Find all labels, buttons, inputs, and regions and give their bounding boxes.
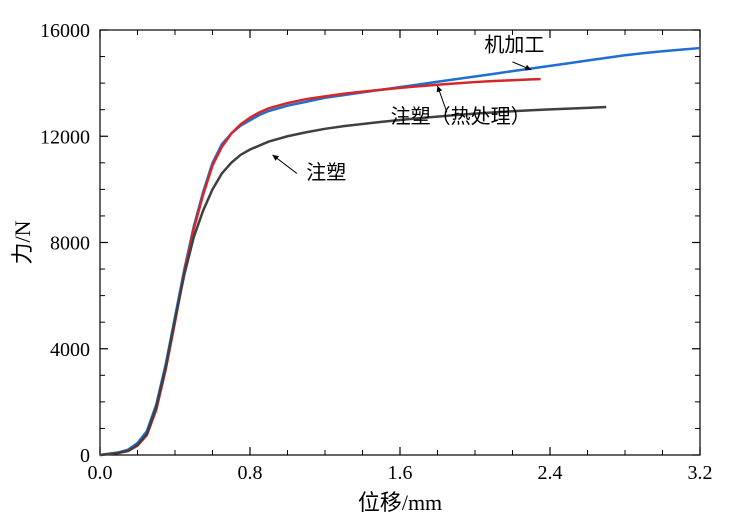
chart-svg: 0.0 0.8 1.6 2.4 3.2 0 4000 8000 12000 16000 位移/mm 力… (0, 0, 742, 529)
annotation-label: 机加工 (484, 33, 544, 56)
x-tick-label: 0.8 (238, 462, 263, 484)
y-tick-label: 0 (80, 445, 90, 467)
annotation-arrow (273, 155, 297, 174)
x-axis-title: 位移/mm (358, 490, 442, 515)
series-注塑 (100, 107, 606, 455)
chart-container: 0.0 0.8 1.6 2.4 3.2 0 4000 8000 12000 16000 位移/mm 力… (0, 0, 742, 529)
annotation-label: 注塑 (306, 161, 346, 184)
x-tick-label: 0.0 (88, 462, 113, 484)
x-tick-label: 3.2 (688, 462, 713, 484)
y-axis-title: 力/N (10, 220, 35, 264)
y-tick-label: 4000 (50, 339, 90, 361)
x-tick-label: 2.4 (538, 462, 563, 484)
x-tick-label: 1.6 (388, 462, 413, 484)
y-tick-label: 8000 (50, 233, 90, 255)
y-tick-label: 16000 (40, 20, 90, 42)
annotation-label: 注塑（热处理） (391, 105, 531, 128)
y-tick-label: 12000 (40, 126, 90, 148)
series-注塑（热处理） (100, 79, 541, 455)
